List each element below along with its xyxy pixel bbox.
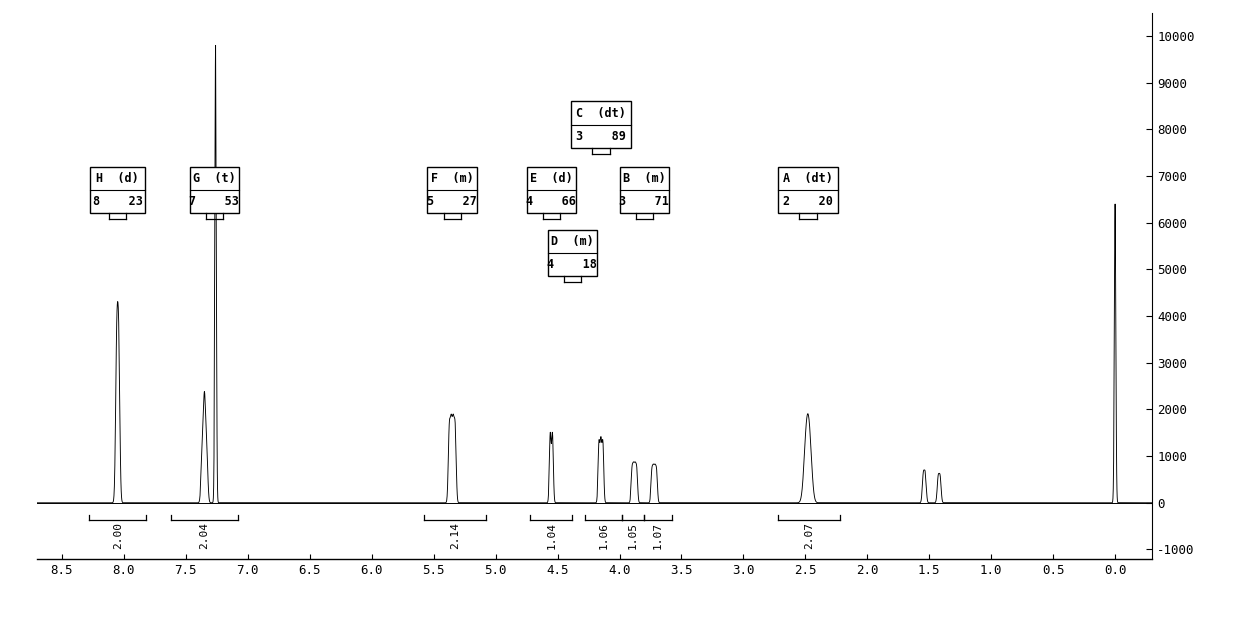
Bar <box>778 167 838 213</box>
Text: 4    18: 4 18 <box>548 258 597 271</box>
Text: B  (m): B (m) <box>623 172 665 185</box>
Bar <box>571 102 631 148</box>
Text: 2.04: 2.04 <box>199 523 209 549</box>
Text: 1.06: 1.06 <box>598 523 608 549</box>
Text: 2.00: 2.00 <box>113 523 123 549</box>
Text: 4    66: 4 66 <box>527 195 576 208</box>
Text: 8    23: 8 23 <box>93 195 142 208</box>
Text: 3    89: 3 89 <box>576 130 626 143</box>
Text: E  (d): E (d) <box>530 172 572 185</box>
Bar <box>90 167 145 213</box>
Text: 7    53: 7 53 <box>190 195 239 208</box>
Text: 2    20: 2 20 <box>783 195 833 208</box>
Text: 1.04: 1.04 <box>546 523 556 549</box>
Text: A  (dt): A (dt) <box>783 172 833 185</box>
Bar <box>620 167 669 213</box>
Text: F  (m): F (m) <box>431 172 473 185</box>
Bar <box>548 230 597 276</box>
Bar <box>527 167 576 213</box>
Text: 2.07: 2.07 <box>804 523 814 549</box>
Bar <box>427 167 477 213</box>
Text: H  (d): H (d) <box>97 172 139 185</box>
Text: G  (t): G (t) <box>193 172 235 185</box>
Text: 3    71: 3 71 <box>620 195 669 208</box>
Text: C  (dt): C (dt) <box>576 107 626 119</box>
Text: 1.05: 1.05 <box>628 523 638 549</box>
Text: 2.14: 2.14 <box>450 523 460 549</box>
Text: 1.07: 1.07 <box>653 523 663 549</box>
Text: D  (m): D (m) <box>551 235 593 248</box>
Text: 5    27: 5 27 <box>427 195 477 208</box>
Bar <box>190 167 239 213</box>
